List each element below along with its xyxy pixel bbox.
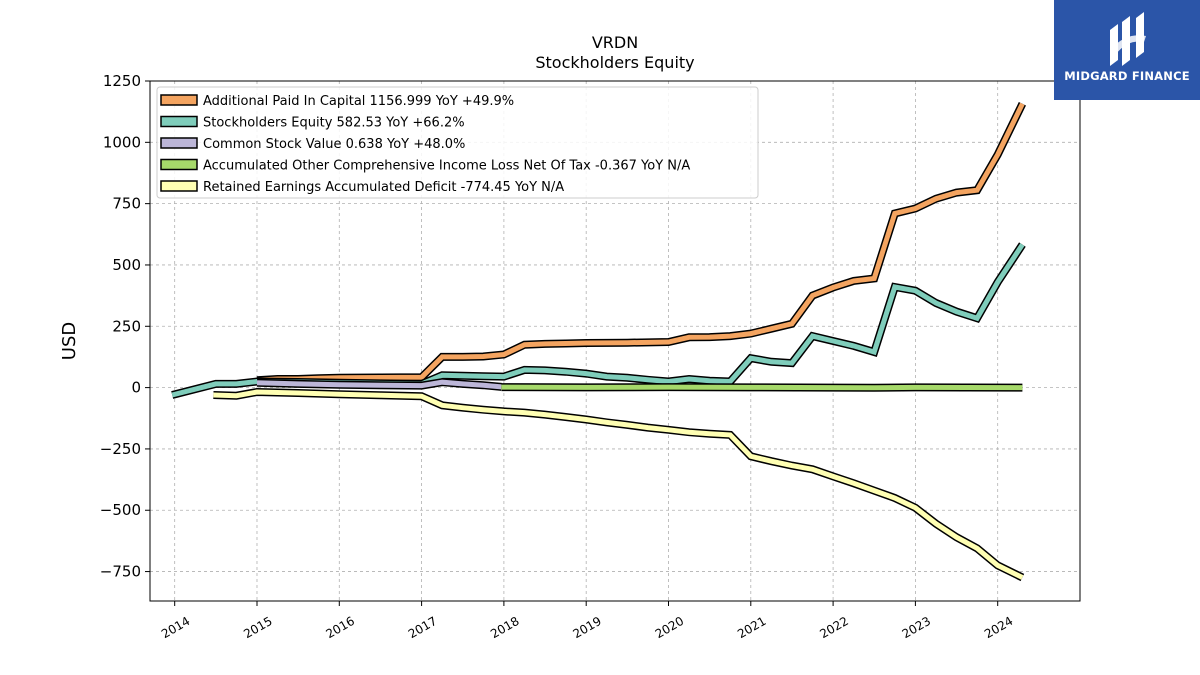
x-tick-label: 2015: [241, 614, 274, 641]
x-tick-label: 2024: [982, 614, 1015, 641]
x-tick-label: 2020: [653, 614, 686, 641]
chart-subtitle: Stockholders Equity: [535, 53, 695, 72]
legend-label: Additional Paid In Capital 1156.999 YoY …: [203, 94, 514, 109]
legend-swatch: [160, 158, 198, 171]
legend-label: Retained Earnings Accumulated Deficit -7…: [203, 180, 564, 195]
midgard-logo-icon: [1110, 12, 1146, 66]
x-tick-label: 2019: [570, 614, 603, 641]
legend-swatch: [160, 180, 198, 192]
y-tick-label: 750: [112, 195, 141, 213]
y-tick-label: 1000: [103, 133, 141, 151]
legend-box: [156, 86, 759, 199]
legend-label: Accumulated Other Comprehensive Income L…: [203, 159, 690, 174]
y-tick-label: −500: [100, 501, 141, 519]
y-tick-label: −250: [100, 440, 141, 458]
legend-label: Common Stock Value 0.638 YoY +48.0%: [203, 137, 465, 152]
brand-name: MIDGARD FINANCE: [1064, 69, 1190, 83]
x-tick-label: 2016: [324, 614, 357, 641]
x-tick-label: 2014: [159, 614, 192, 641]
legend-swatch: [160, 137, 198, 149]
y-axis-label: USD: [59, 322, 80, 360]
x-tick-label: 2021: [735, 614, 768, 641]
x-tick-label: 2018: [488, 614, 521, 641]
x-tick-label: 2023: [900, 614, 933, 641]
series-outline-4: [213, 387, 1025, 582]
series-line-0: [256, 102, 1025, 383]
y-tick-label: −750: [100, 563, 141, 581]
legend-swatch: [160, 115, 198, 128]
y-tick-label: 1250: [103, 72, 141, 90]
series-outline-1: [171, 242, 1026, 399]
x-tick-label: 2022: [817, 614, 850, 641]
midgard-finance-logo: MIDGARD FINANCE: [1054, 0, 1200, 100]
legend: Additional Paid In Capital 1156.999 YoY …: [156, 86, 759, 199]
legend-swatch: [160, 94, 198, 106]
y-tick-label: 500: [112, 256, 141, 274]
y-tick-label: 0: [131, 379, 141, 397]
series-line-3: [501, 384, 1023, 391]
y-tick-label: 250: [112, 317, 141, 335]
x-tick-label: 2017: [406, 614, 439, 641]
legend-label: Stockholders Equity 582.53 YoY +66.2%: [203, 116, 465, 131]
series-line-4: [213, 389, 1024, 580]
plot-frame: [149, 80, 1081, 602]
series-line-2: [256, 379, 502, 390]
chart-title: VRDN: [591, 33, 639, 52]
